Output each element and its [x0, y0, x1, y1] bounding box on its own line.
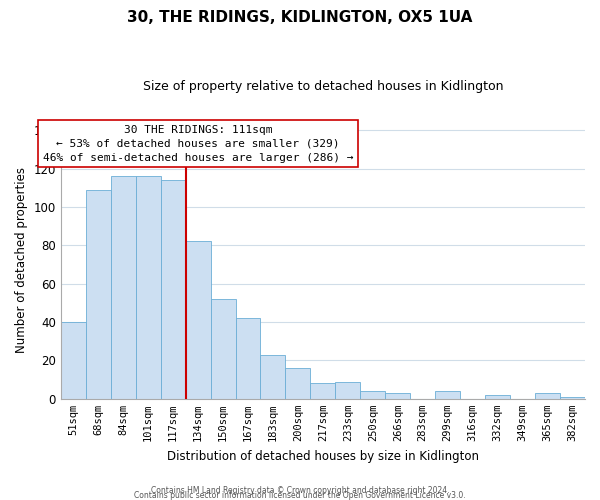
Bar: [335, 382, 361, 399]
Bar: [385, 393, 410, 399]
Bar: [260, 354, 286, 399]
Bar: [61, 322, 86, 399]
Bar: [560, 397, 585, 399]
Bar: [136, 176, 161, 399]
Text: 30 THE RIDINGS: 111sqm
← 53% of detached houses are smaller (329)
46% of semi-de: 30 THE RIDINGS: 111sqm ← 53% of detached…: [43, 124, 353, 162]
Bar: [185, 242, 211, 399]
Text: Contains public sector information licensed under the Open Government Licence v3: Contains public sector information licen…: [134, 491, 466, 500]
Bar: [310, 384, 335, 399]
Text: 30, THE RIDINGS, KIDLINGTON, OX5 1UA: 30, THE RIDINGS, KIDLINGTON, OX5 1UA: [127, 10, 473, 25]
Bar: [86, 190, 111, 399]
Bar: [161, 180, 185, 399]
Bar: [435, 391, 460, 399]
Bar: [236, 318, 260, 399]
Bar: [286, 368, 310, 399]
Y-axis label: Number of detached properties: Number of detached properties: [15, 166, 28, 352]
Bar: [535, 393, 560, 399]
Bar: [211, 299, 236, 399]
Title: Size of property relative to detached houses in Kidlington: Size of property relative to detached ho…: [143, 80, 503, 93]
Bar: [361, 391, 385, 399]
Text: Contains HM Land Registry data © Crown copyright and database right 2024.: Contains HM Land Registry data © Crown c…: [151, 486, 449, 495]
Bar: [485, 395, 510, 399]
Bar: [111, 176, 136, 399]
X-axis label: Distribution of detached houses by size in Kidlington: Distribution of detached houses by size …: [167, 450, 479, 462]
